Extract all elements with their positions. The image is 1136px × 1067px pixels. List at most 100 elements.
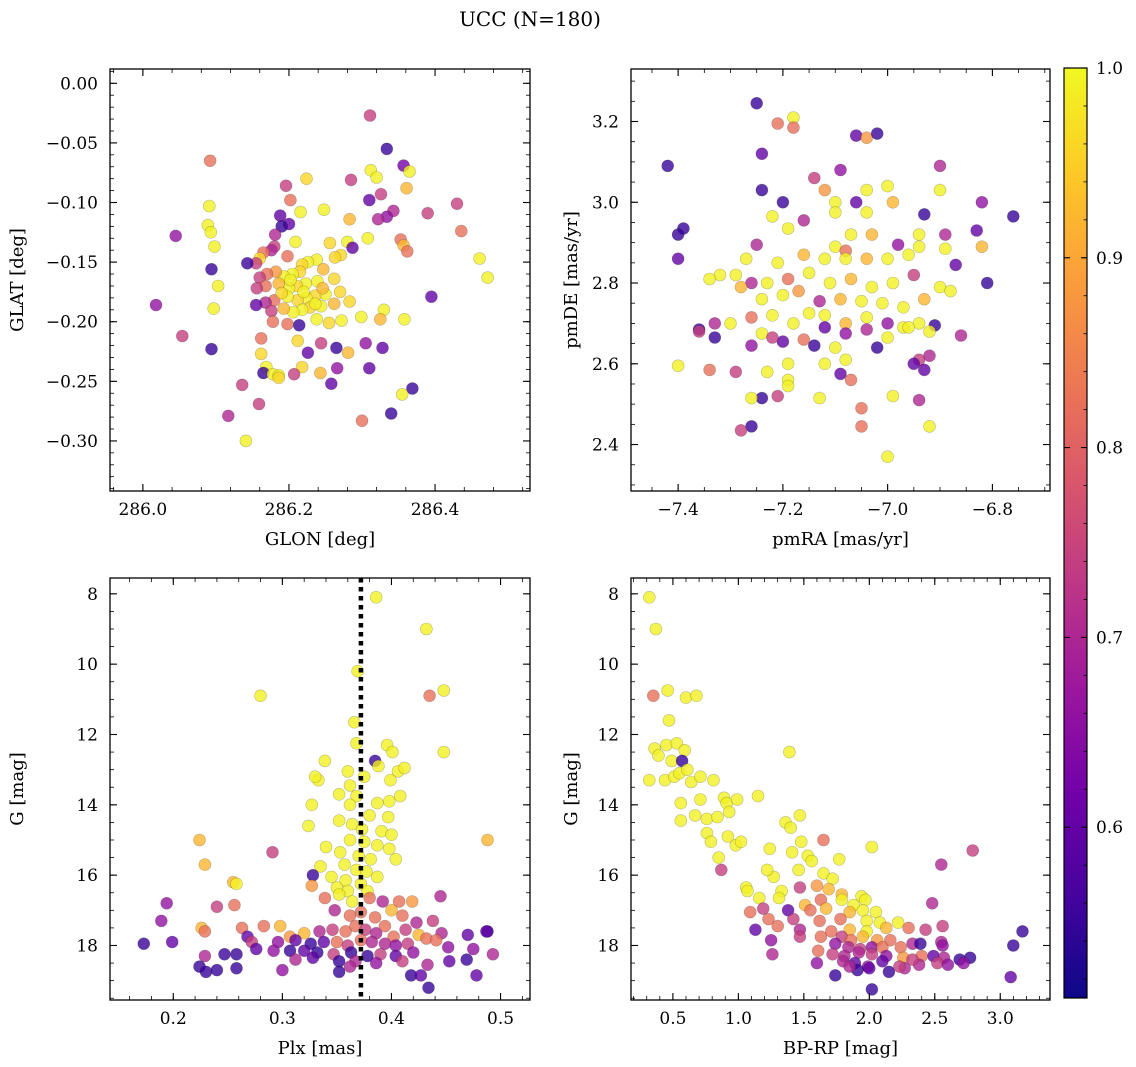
data-point (883, 933, 897, 947)
data-point (660, 738, 673, 752)
data-point (318, 891, 332, 905)
data-point (398, 761, 411, 775)
data-point (844, 228, 858, 241)
data-point (750, 97, 764, 110)
data-point (760, 365, 774, 379)
data-point (865, 228, 879, 241)
data-point (422, 981, 435, 995)
data-point (764, 933, 778, 947)
data-point (348, 715, 361, 729)
data-point (755, 147, 769, 161)
data-point (230, 961, 243, 975)
data-point (882, 965, 896, 979)
data-point (760, 276, 774, 290)
data-point (839, 252, 853, 266)
data-point (839, 353, 853, 367)
data-point (771, 389, 785, 403)
data-point (395, 388, 409, 401)
data-point (254, 347, 268, 361)
data-point (266, 315, 280, 329)
data-point (316, 262, 330, 276)
data-point (886, 389, 900, 403)
data-point (762, 912, 775, 926)
data-point (386, 745, 399, 759)
data-point (763, 842, 777, 856)
data-point (460, 953, 474, 966)
y-tick-label: 2.4 (592, 436, 619, 456)
data-point (902, 321, 915, 334)
panel-plx-magnitude: 0.2 0.3 0.4 0.5 8 10 12 14 16 18 Plx [mas] G [mag] (7, 577, 531, 1059)
data-point (980, 276, 994, 290)
data-point (828, 937, 842, 951)
data-point (385, 903, 398, 917)
data-point (257, 919, 271, 933)
y-tick-label: 12 (76, 725, 98, 745)
axes-frame (109, 577, 531, 1001)
data-point (870, 341, 884, 354)
data-point (793, 881, 807, 894)
data-point (730, 793, 744, 806)
data-point (936, 939, 949, 952)
data-point (855, 401, 868, 415)
data-point (176, 329, 189, 343)
data-point (301, 346, 315, 360)
data-point (222, 409, 235, 423)
data-point (708, 317, 722, 330)
data-point (343, 909, 357, 922)
y-tick-label: 14 (597, 796, 619, 816)
data-point (279, 179, 293, 193)
data-point (817, 867, 830, 880)
data-point (381, 810, 395, 824)
data-point (393, 789, 407, 803)
data-point (297, 926, 311, 940)
data-point (365, 935, 379, 949)
data-point (343, 798, 357, 812)
data-point (714, 863, 728, 877)
data-point (437, 745, 451, 759)
data-point (357, 835, 371, 849)
data-point (289, 235, 302, 249)
x-axis-label: BP-RP [mag] (783, 1038, 898, 1059)
data-point (389, 852, 403, 866)
data-point (291, 334, 305, 348)
data-point (207, 302, 220, 315)
data-point (787, 912, 800, 926)
data-point (328, 251, 342, 264)
data-point (860, 323, 874, 336)
data-point (832, 852, 846, 866)
y-tick-label: 0.00 (60, 74, 98, 94)
data-point (273, 919, 287, 933)
data-point (670, 736, 684, 750)
y-tick-label: 3.2 (592, 112, 619, 132)
data-point (420, 622, 433, 636)
data-point (314, 860, 327, 873)
data-point (678, 743, 692, 757)
data-point (712, 851, 726, 864)
data-point (966, 844, 980, 857)
data-point (708, 331, 722, 344)
data-point (289, 933, 302, 947)
data-point (671, 252, 685, 266)
data-point (642, 590, 656, 604)
data-point (333, 285, 347, 299)
data-point (252, 397, 266, 411)
data-point (294, 205, 307, 219)
data-point (371, 212, 385, 226)
data-point (442, 954, 456, 968)
data-point (317, 203, 331, 216)
data-point (819, 902, 833, 915)
data-point (690, 689, 703, 703)
data-point (785, 845, 799, 859)
data-point (729, 365, 743, 379)
data-point (425, 290, 438, 304)
x-tick-label: 0.5 (659, 1009, 686, 1029)
data-point (204, 226, 218, 239)
data-point (941, 958, 955, 972)
data-point (211, 279, 225, 293)
y-axis-label: G [mag] (7, 752, 28, 825)
data-point (370, 870, 384, 884)
data-point (322, 316, 336, 330)
data-point (272, 371, 286, 385)
data-point (362, 361, 376, 375)
